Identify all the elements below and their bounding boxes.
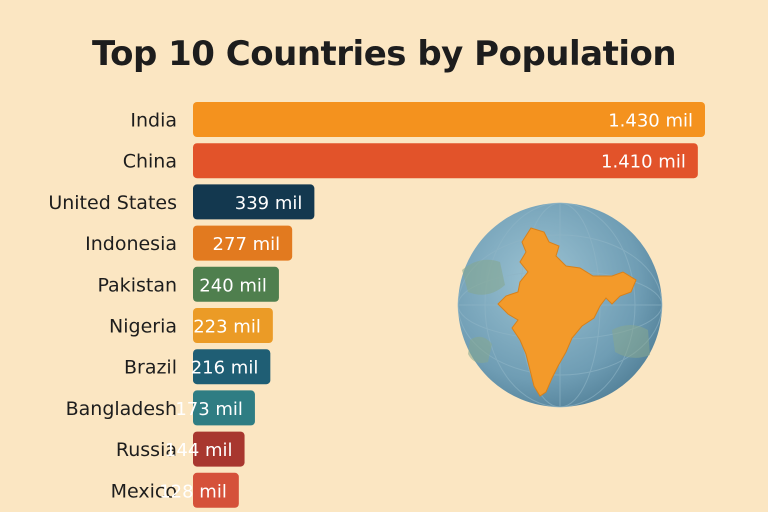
bar-mexico (193, 472, 239, 508)
value-label: 216 mil (191, 358, 259, 379)
bar-indonesia (193, 225, 293, 261)
bar-united-states (193, 184, 315, 220)
value-label: 1.430 mil (608, 111, 693, 132)
category-label: India (130, 110, 177, 132)
category-label: Indonesia (85, 233, 177, 255)
category-label: United States (48, 192, 177, 214)
india-map-icon (497, 227, 637, 397)
bar-pakistan (193, 266, 279, 302)
category-label: China (123, 151, 177, 173)
bar-nigeria (193, 308, 273, 343)
category-label: Russia (116, 439, 177, 461)
value-label: 223 mil (193, 317, 261, 338)
category-label: Pakistan (97, 274, 177, 296)
globe-with-india-map-icon (457, 202, 663, 408)
value-label: 277 mil (213, 234, 281, 255)
chart-title: Top 10 Countries by Population (91, 34, 677, 74)
value-label: 128 mil (159, 481, 227, 502)
bar-brazil (193, 349, 271, 385)
bar-india (193, 102, 705, 137)
value-label: 144 mil (165, 440, 233, 461)
category-label: Mexico (111, 480, 177, 502)
value-label: 240 mil (199, 275, 267, 296)
value-label: 1.410 mil (601, 152, 686, 173)
category-label: Brazil (124, 357, 177, 379)
bar-china (193, 143, 698, 179)
bar-russia (193, 431, 245, 467)
category-label: Nigeria (109, 316, 177, 338)
category-label: Bangladesh (66, 398, 177, 420)
value-label: 173 mil (175, 399, 243, 420)
bar-bangladesh (193, 390, 255, 426)
value-label: 339 mil (235, 193, 303, 214)
